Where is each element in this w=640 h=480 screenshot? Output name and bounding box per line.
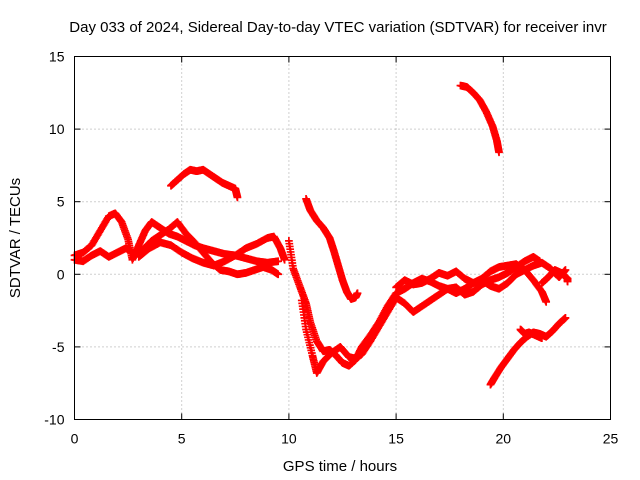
x-tick-label: 5: [178, 431, 186, 447]
data-point: [353, 289, 362, 298]
data-point: [233, 193, 242, 202]
data-point: [280, 255, 289, 264]
data-point: [542, 298, 551, 306]
x-tick-label: 0: [71, 431, 79, 447]
y-tick-label: 15: [49, 49, 65, 65]
data-point: [274, 270, 283, 279]
data-point: [495, 148, 503, 157]
data-series-track-e: [302, 194, 362, 303]
x-tick-label: 25: [603, 431, 619, 447]
data-series-track-b: [70, 218, 283, 279]
chart-title: Day 033 of 2024, Sidereal Day-to-day VTE…: [69, 19, 606, 36]
data-series-track-a: [70, 209, 283, 267]
plot-frame: [74, 56, 611, 420]
x-tick-label: 15: [388, 431, 404, 447]
tick-layer: 0 5 10 15 20 25 -10 -5 0 5 10 15: [44, 49, 618, 447]
data-series-track-j: [486, 314, 570, 389]
data-point: [274, 257, 283, 266]
y-tick-label: 5: [57, 194, 65, 210]
data-series-track-c: [134, 232, 289, 270]
data-point: [538, 334, 546, 343]
x-tick-label: 10: [281, 431, 297, 447]
y-tick-label: 0: [57, 266, 65, 282]
x-tick-label: 20: [496, 431, 512, 447]
y-tick-label: -10: [44, 412, 64, 428]
series-layer: [70, 81, 572, 389]
data-series-track-d: [167, 165, 242, 202]
y-tick-label: -5: [52, 339, 65, 355]
x-axis-label: GPS time / hours: [283, 458, 397, 475]
data-point: [563, 277, 572, 286]
y-tick-label: 10: [49, 121, 65, 137]
data-series-track-k: [516, 325, 546, 343]
data-point: [561, 314, 570, 322]
y-axis-label: SDTVAR / TECUs: [7, 178, 24, 298]
data-series-track-f: [285, 237, 551, 370]
data-series-track-l: [538, 266, 572, 287]
data-series-track-i: [456, 81, 503, 157]
data-point: [561, 266, 570, 274]
